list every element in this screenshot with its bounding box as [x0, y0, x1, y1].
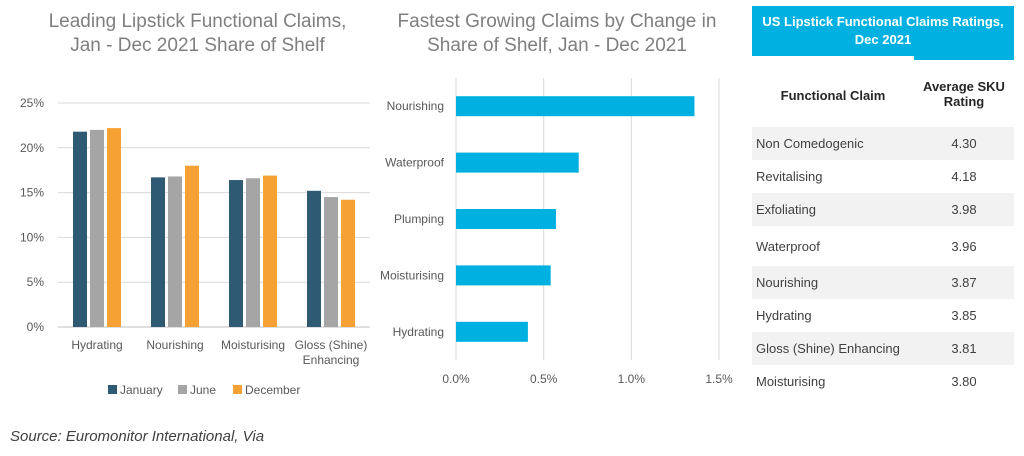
bar	[151, 177, 165, 327]
y-tick-label: 25%	[20, 96, 44, 110]
x-tick-label: 1.0%	[618, 372, 646, 386]
bar	[324, 197, 338, 327]
legend-swatch	[233, 385, 242, 394]
source-note: Source: Euromonitor International, Via	[10, 428, 265, 445]
x-tick-label: Nourishing	[146, 338, 203, 352]
horizontal-bar-chart: 0.0% 0.5% 1.0% 1.5% Nourishing Waterproof Plum…	[380, 78, 733, 386]
y-tick-label: 0%	[27, 320, 45, 334]
bar	[229, 180, 243, 327]
rating-cell: 4.18	[951, 169, 977, 184]
table-title: US Lipstick Functional Claims Ratings, D…	[752, 6, 1014, 60]
table-row: Revitalising 4.18	[752, 160, 1014, 193]
x-tick-label: Gloss (Shine)	[295, 338, 368, 352]
rating-cell: 3.80	[951, 374, 977, 389]
table-row: Hydrating 3.85	[752, 299, 1014, 332]
legend-label: January	[120, 383, 163, 397]
y-tick-label: 20%	[20, 141, 44, 155]
bar	[456, 96, 695, 117]
claim-cell: Non Comedogenic	[752, 127, 914, 160]
claim-cell: Gloss (Shine) Enhancing	[752, 332, 914, 365]
chart1-title: Leading Lipstick Functional Claims, Jan …	[48, 11, 347, 56]
y-tick-label: 15%	[20, 186, 44, 200]
table-row: Moisturising 3.80	[752, 365, 1014, 398]
y-tick-label: 10%	[20, 230, 44, 244]
x-tick-label: 0.0%	[442, 372, 470, 386]
claim-cell: Moisturising	[756, 374, 826, 389]
bar	[456, 152, 579, 173]
y-tick-label: Hydrating	[393, 325, 444, 339]
col-header-rating: Average SKU Rating	[923, 78, 1005, 109]
bar	[168, 176, 182, 327]
table-row: Non Comedogenic 4.30	[752, 127, 1014, 160]
col-header-claim: Functional Claim	[752, 56, 914, 127]
bar	[73, 131, 87, 327]
x-tick-label: 0.5%	[530, 372, 558, 386]
table-row: Gloss (Shine) Enhancing 3.81	[752, 332, 1014, 365]
x-tick-label: Enhancing	[303, 353, 360, 367]
claim-cell: Revitalising	[756, 169, 823, 184]
bar	[263, 175, 277, 327]
y-tick-label: Moisturising	[380, 268, 444, 282]
legend-label: June	[190, 383, 216, 397]
rating-cell: 3.87	[914, 266, 1014, 299]
bar	[90, 129, 104, 327]
x-tick-label: Moisturising	[221, 338, 285, 352]
y-tick-label: Nourishing	[387, 99, 444, 113]
y-tick-label: Plumping	[394, 212, 444, 226]
rating-cell: 3.81	[914, 332, 1014, 365]
bar	[456, 321, 528, 342]
claim-cell: Hydrating	[756, 308, 812, 323]
legend-label: December	[245, 383, 300, 397]
rating-cell: 3.96	[951, 238, 977, 254]
chart2-title: Fastest Growing Claims by Change in Shar…	[397, 11, 717, 56]
y-tick-label: 5%	[27, 275, 45, 289]
table-row: Exfoliating 3.98	[752, 193, 1014, 226]
bar	[456, 209, 556, 229]
bar	[246, 178, 260, 327]
claim-cell: Waterproof	[756, 238, 820, 254]
grouped-bar-chart: 0% 5% 10% 15% 20% 25% Hydrating Nourishing Moist…	[20, 96, 370, 397]
bar	[307, 190, 321, 327]
rating-cell: 4.30	[914, 127, 1014, 160]
bar	[185, 165, 199, 327]
bar	[341, 199, 355, 327]
legend-swatch	[178, 385, 187, 394]
table-row: Nourishing 3.87	[752, 266, 1014, 299]
bar	[107, 128, 121, 327]
claim-cell: Nourishing	[752, 266, 914, 299]
claim-cell: Exfoliating	[752, 193, 914, 226]
bar	[456, 265, 551, 286]
ratings-table: US Lipstick Functional Claims Ratings, D…	[752, 6, 1014, 398]
x-tick-label: Hydrating	[71, 338, 122, 352]
rating-cell: 3.85	[951, 308, 977, 323]
x-tick-label: 1.5%	[705, 372, 733, 386]
table-row: Waterproof 3.96	[752, 226, 1014, 266]
y-tick-label: Waterproof	[385, 156, 445, 170]
rating-cell: 3.98	[914, 193, 1014, 226]
legend-swatch	[108, 385, 117, 394]
